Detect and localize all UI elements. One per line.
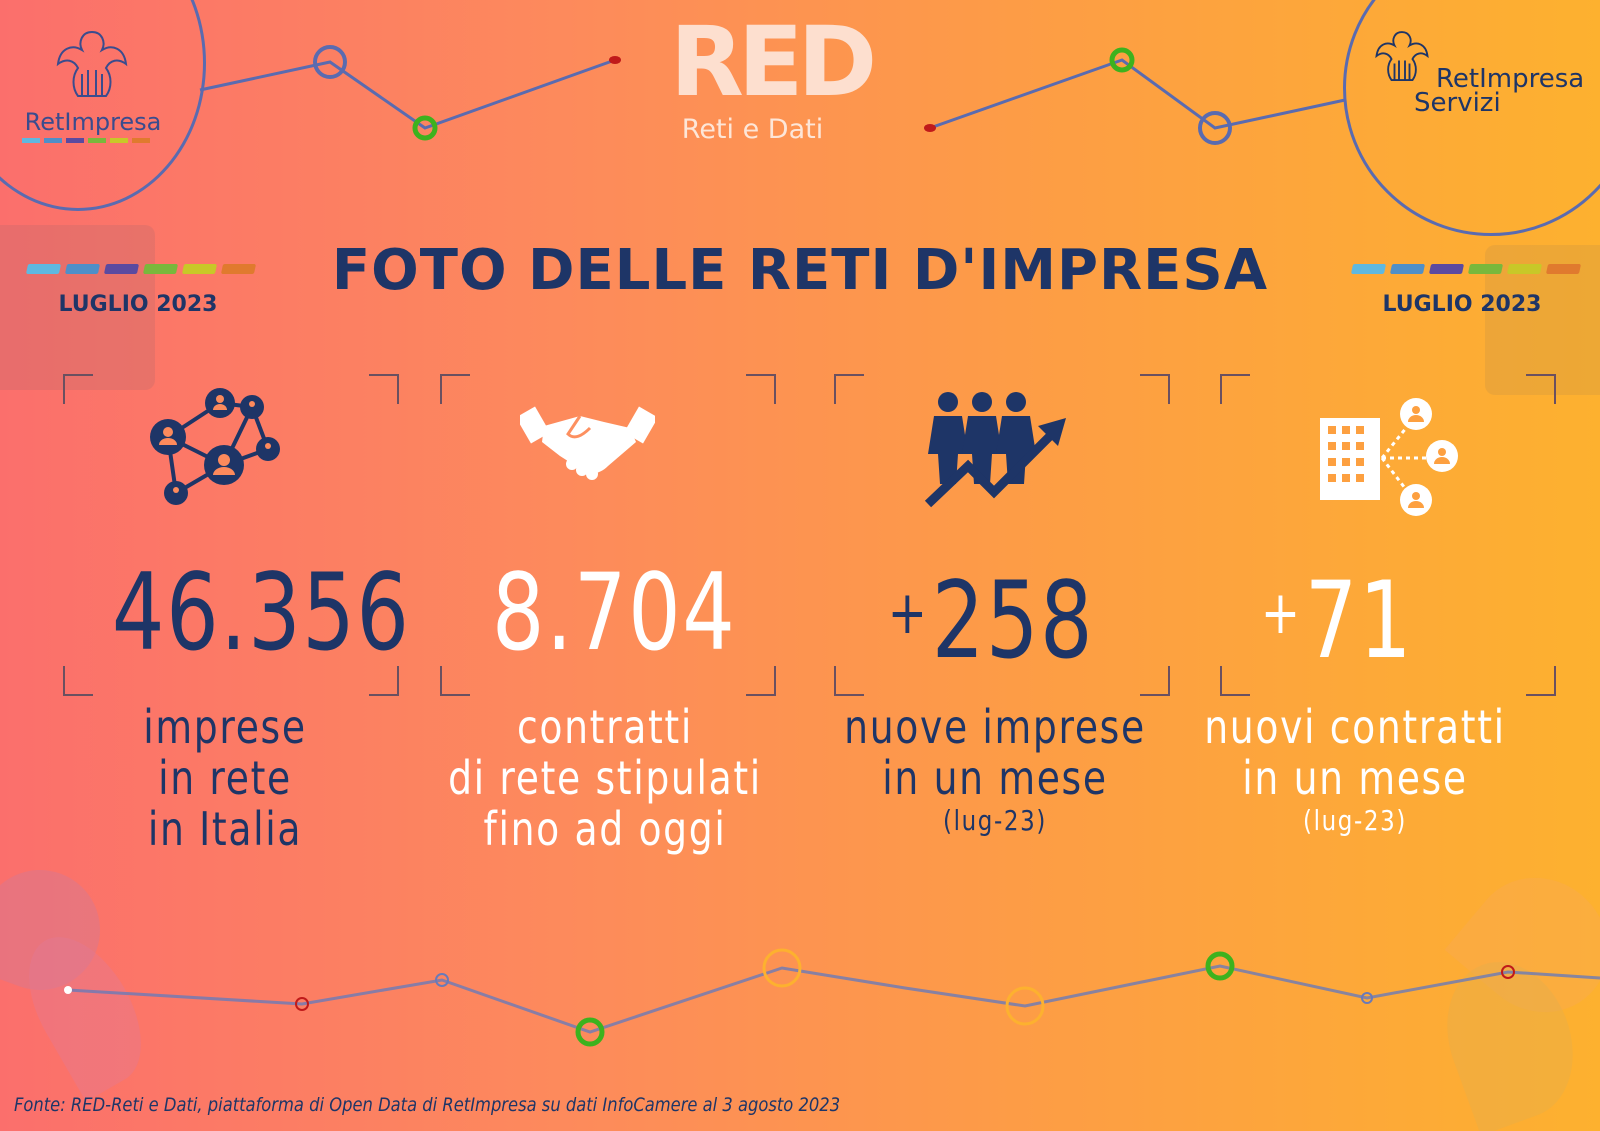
stat-value-nuove-imprese: +258 — [878, 558, 1104, 676]
page-title: FOTO DELLE RETI D'IMPRESA — [331, 238, 1269, 303]
stat-number: 71 — [1304, 559, 1414, 682]
date-left: LUGLIO 2023 — [58, 292, 218, 317]
stat-note: (lug-23) — [1302, 804, 1408, 837]
decorative-line-chart-bottom — [64, 948, 1600, 1047]
label-line: contratti — [517, 700, 693, 754]
stat-note: (lug-23) — [942, 804, 1048, 837]
label-line: in un mese — [1242, 751, 1468, 805]
eagle-icon — [56, 30, 128, 97]
red-logo: RED Reti e Dati — [670, 6, 877, 145]
source-footnote: Fonte: RED-Reti e Dati, piattaforma di O… — [14, 1094, 841, 1116]
stat-prefix: + — [887, 578, 929, 648]
stat-value-nuovi-contratti: +71 — [1224, 558, 1450, 676]
stat-value-contratti: 8.704 — [492, 558, 735, 668]
red-logo-subtitle: Reti e Dati — [681, 114, 824, 145]
retimpresa-wordmark: RetImpresa — [1436, 64, 1585, 94]
retimpresa-wordmark: RetImpresa — [24, 108, 162, 136]
eagle-icon — [1375, 31, 1429, 81]
label-line: fino ad oggi — [483, 802, 727, 856]
retimpresa-logo: RetImpresa — [18, 24, 166, 149]
label-line: nuove imprese — [844, 700, 1146, 754]
label-line: in un mese — [882, 751, 1108, 805]
handshake-icon — [520, 406, 655, 480]
date-right: LUGLIO 2023 — [1382, 292, 1542, 317]
stat-number: 46.356 — [111, 551, 411, 674]
brand-color-strip — [22, 138, 150, 143]
stat-prefix: + — [1260, 578, 1302, 648]
camera-icon — [0, 225, 155, 390]
label-line: in rete — [158, 751, 292, 805]
servizi-wordmark: Servizi — [1414, 88, 1501, 118]
label-line: in Italia — [147, 802, 303, 856]
stat-label-contratti: contratti di rete stipulati fino ad oggi — [437, 702, 773, 855]
stat-number: 258 — [931, 559, 1095, 682]
camera-icon — [1485, 245, 1600, 395]
label-line: di rete stipulati — [448, 751, 762, 805]
people-growth-icon — [924, 392, 1066, 508]
stat-value-imprese: 46.356 — [112, 558, 409, 668]
stat-number: 8.704 — [491, 551, 737, 674]
stat-label-nuove-imprese: nuove imprese in un mese (lug-23) — [835, 702, 1155, 838]
retimpresa-servizi-logo: RetImpresa Servizi — [1372, 26, 1585, 126]
stat-label-nuovi-contratti: nuovi contratti in un mese (lug-23) — [1195, 702, 1515, 838]
network-people-icon — [150, 388, 280, 505]
decorative-line-chart-top — [199, 45, 1346, 145]
label-line: nuovi contratti — [1204, 700, 1506, 754]
stat-label-imprese: imprese in rete in Italia — [73, 702, 376, 855]
label-line: imprese — [143, 700, 307, 754]
red-logo-mark: RED — [670, 6, 877, 118]
building-network-icon — [1320, 398, 1458, 516]
